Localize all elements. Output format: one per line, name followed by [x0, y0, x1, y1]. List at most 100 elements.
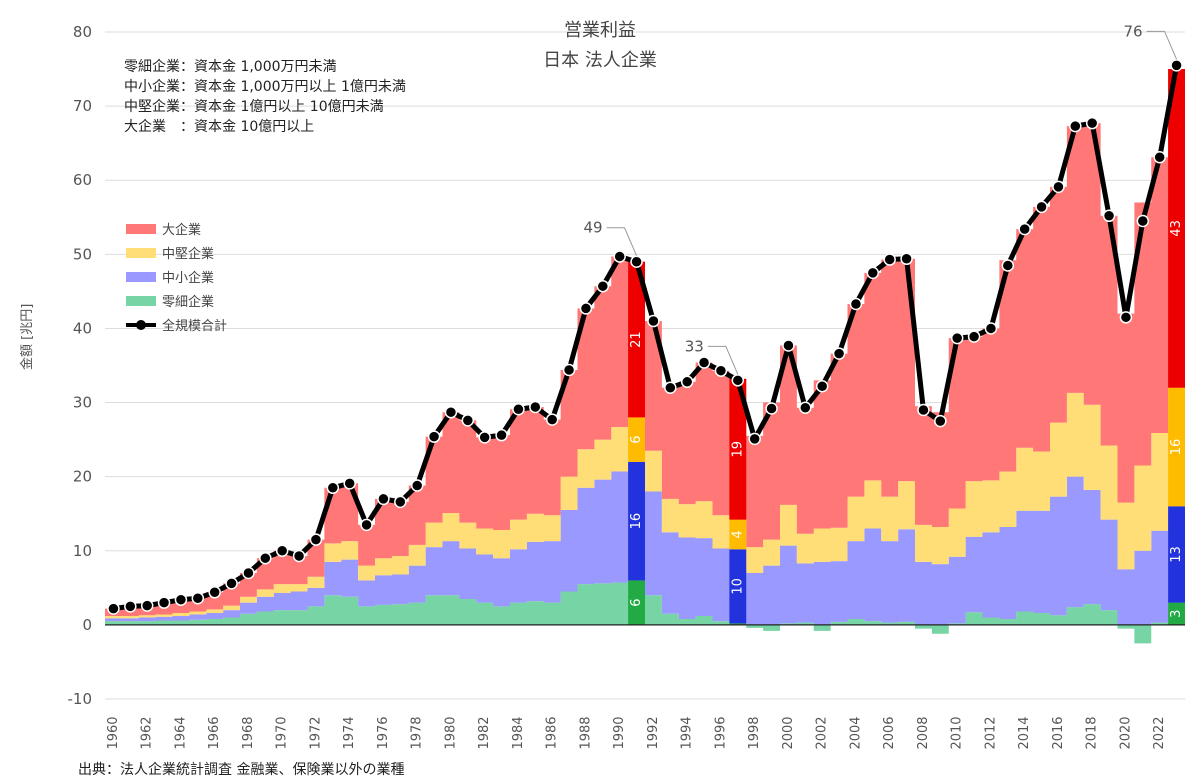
x-tick-label: 1994: [680, 716, 695, 749]
total-point: [461, 414, 475, 427]
legend-item-total: 全規模合計: [126, 315, 227, 334]
x-tick-label: 1980: [443, 716, 458, 749]
total-point: [782, 339, 795, 352]
total-point: [157, 596, 171, 609]
total-point: [444, 405, 458, 419]
x-tick-label: 1964: [173, 716, 188, 749]
legend-item-micro: 零細企業: [126, 291, 214, 310]
total-point: [1085, 116, 1099, 130]
y-tick-label: 0: [82, 616, 92, 634]
segment-label: 6: [629, 435, 644, 443]
legend-label: 中小企業: [162, 271, 215, 286]
y-tick-label: 60: [73, 171, 92, 189]
total-point: [613, 250, 626, 263]
x-tick-label: 1970: [275, 716, 290, 749]
highlight-bar-segment: [1168, 506, 1185, 603]
note-line: 中小企業：資本金 1,000万円以上 1億円未満: [124, 79, 406, 95]
x-tick-label: 2012: [983, 716, 998, 749]
total-point: [124, 600, 137, 613]
total-point: [664, 381, 677, 394]
y-tick-label: 40: [73, 319, 92, 337]
x-tick-label: 1988: [578, 716, 593, 749]
total-point: [984, 322, 998, 335]
total-point: [748, 432, 761, 446]
highlight-bar-segment: [628, 417, 645, 462]
total-point: [292, 549, 306, 563]
segment-label: 13: [1169, 546, 1184, 563]
total-point: [849, 297, 863, 311]
total-point: [309, 533, 323, 546]
x-tick-label: 2008: [916, 716, 931, 749]
total-point: [377, 492, 390, 506]
total-point: [832, 347, 846, 360]
total-point: [1052, 180, 1065, 194]
y-tick-label: 30: [73, 394, 92, 412]
segment-label: 4: [730, 530, 745, 538]
y-tick-label: 70: [73, 97, 92, 115]
total-point: [410, 479, 424, 492]
total-point: [427, 430, 441, 443]
x-tick-label: 2004: [848, 716, 863, 749]
chart-title: 営業利益: [564, 20, 636, 41]
x-tick-label: 1972: [308, 716, 323, 749]
x-tick-label: 1992: [646, 716, 661, 749]
total-point: [697, 356, 711, 369]
chart-subtitle: 日本 法人企業: [543, 50, 657, 71]
segment-label: 3: [1169, 610, 1184, 618]
total-point: [394, 495, 407, 509]
segment-label: 16: [629, 513, 644, 530]
x-tick-label: 1966: [207, 716, 222, 749]
legend-label: 大企業: [162, 223, 202, 238]
legend-item-large: 大企業: [126, 219, 201, 238]
x-tick-label: 2016: [1051, 716, 1066, 749]
total-point: [1018, 222, 1031, 236]
x-tick-label: 1976: [376, 716, 391, 749]
callout-leader: [1146, 30, 1178, 60]
segment-label: 43: [1169, 220, 1184, 237]
total-point: [1136, 214, 1150, 228]
total-point: [866, 266, 880, 280]
total-point: [1102, 209, 1116, 223]
legend-swatch: [126, 295, 156, 306]
y-tick-label: 80: [73, 23, 92, 41]
highlight-bar-segment: [729, 519, 747, 550]
total-point: [545, 413, 559, 426]
highlight-bar-segment: [1168, 387, 1185, 507]
callouts: 49 33 76: [583, 22, 1178, 375]
total-point: [765, 402, 778, 415]
total-point: [1001, 259, 1015, 272]
legend-label: 零細企業: [162, 295, 215, 310]
total-point: [1170, 59, 1183, 72]
total-point: [579, 302, 593, 315]
total-point: [107, 602, 120, 615]
x-tick-label: 2002: [815, 716, 830, 749]
total-point: [343, 477, 356, 490]
legend-line-marker: [126, 319, 156, 330]
total-point: [731, 374, 745, 387]
total-point: [1153, 150, 1166, 164]
highlight-bar-segment: [628, 461, 645, 581]
highlight-bar-segment: [729, 378, 747, 520]
y-axis-label: 金額 [兆円]: [20, 303, 35, 370]
x-tick-label: 1986: [545, 716, 560, 749]
highlight-bar-segment: [729, 549, 747, 624]
highlight-bar-segment: [628, 580, 645, 625]
total-point: [275, 544, 289, 558]
total-line: [107, 59, 1183, 615]
legend-swatch: [126, 223, 156, 234]
total-point: [242, 566, 255, 580]
total-point: [174, 593, 188, 606]
highlight-bar-segment: [1168, 602, 1185, 625]
highlight-bar-segment: [729, 623, 747, 625]
total-point: [562, 363, 576, 377]
note-line: 零細企業：資本金 1,000万円未満: [124, 59, 337, 75]
callout-label: 33: [685, 337, 704, 355]
x-tick-label: 2006: [882, 716, 897, 749]
total-point: [917, 403, 930, 417]
total-point: [596, 279, 610, 293]
total-point: [478, 431, 491, 444]
total-point: [950, 331, 964, 345]
x-tick-label: 2020: [1118, 716, 1133, 749]
total-line-path: [113, 64, 1180, 612]
